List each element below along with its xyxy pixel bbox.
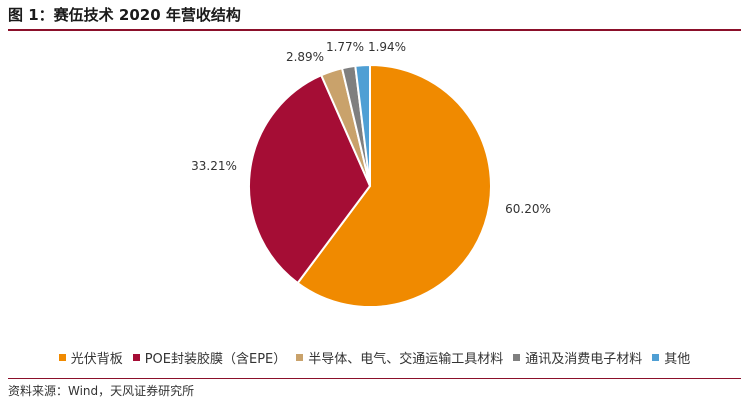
legend-swatch-2 <box>132 354 140 361</box>
data-label-5: 1.94% <box>368 40 406 54</box>
legend-item-3: 半导体、电气、交通运输工具材料 <box>296 348 503 367</box>
figure-title: 图 1：赛伍技术 2020 年营收结构 <box>8 6 241 24</box>
source-divider <box>8 378 741 379</box>
title-divider <box>8 29 741 31</box>
pie-data-labels: 60.20% 33.21% 2.89%1.77% 1.94% <box>191 40 551 216</box>
legend-label-3: 半导体、电气、交通运输工具材料 <box>308 352 504 367</box>
data-label-4: 1.77% <box>326 40 364 54</box>
legend-label-1: 光伏背板 <box>70 352 123 367</box>
chart-legend: 光伏背板 POE封装胶膜（含EPE） 半导体、电气、交通运输工具材料 通讯及消费电子材… <box>0 348 749 367</box>
legend-item-2: POE封装胶膜（含EPE） <box>132 348 287 367</box>
pie-slice-5 <box>354 63 371 187</box>
source-note: 资料来源：Wind，天风证券研究所 <box>8 384 195 398</box>
data-label-3: 2.89% <box>286 50 324 64</box>
legend-swatch-4 <box>513 354 521 361</box>
data-label-2: 33.21% <box>191 159 237 173</box>
legend-item-4: 通讯及消费电子材料 <box>513 348 642 367</box>
legend-item-5: 其他 <box>652 348 690 367</box>
legend-swatch-1 <box>58 354 66 361</box>
legend-label-5: 其他 <box>664 352 691 367</box>
pie-chart: 60.20% 33.21% 2.89%1.77% 1.94% <box>191 40 551 308</box>
pie-slice-2 <box>248 73 372 285</box>
legend-swatch-5 <box>652 354 660 361</box>
data-label-1: 60.20% <box>505 202 551 216</box>
pie-slices <box>248 63 492 308</box>
legend-item-1: 光伏背板 <box>58 348 123 367</box>
legend-swatch-3 <box>296 354 304 361</box>
pie-slice-1 <box>296 63 492 308</box>
legend-label-4: 通讯及消费电子材料 <box>525 352 643 367</box>
legend-label-2: POE封装胶膜（含EPE） <box>144 352 287 367</box>
